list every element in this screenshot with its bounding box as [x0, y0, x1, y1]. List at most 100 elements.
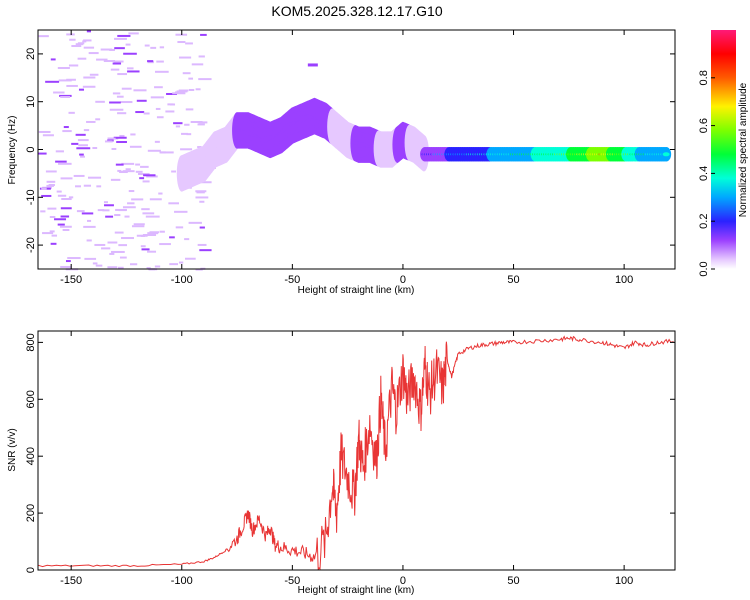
noise-cell — [96, 185, 102, 188]
noise-cell — [195, 196, 209, 199]
noise-cell — [104, 204, 114, 207]
noise-cell — [103, 60, 116, 63]
noise-cell — [131, 225, 145, 228]
noise-cell — [96, 58, 108, 61]
noise-cell — [66, 33, 75, 36]
snr-series-line — [37, 335, 674, 571]
noise-cell — [46, 184, 54, 187]
noise-cell — [175, 226, 184, 229]
noise-cell — [88, 52, 99, 55]
noise-cell — [127, 70, 140, 73]
noise-cell — [125, 168, 131, 171]
noise-cell — [197, 243, 207, 246]
noise-cell — [68, 196, 74, 199]
x-tick-label: -150 — [60, 575, 82, 587]
noise-cell — [156, 116, 164, 119]
noise-cell — [77, 139, 89, 142]
noise-cell — [111, 147, 117, 150]
noise-cell — [51, 234, 58, 237]
noise-cell — [59, 94, 72, 97]
noise-cell — [119, 171, 128, 174]
spectrogram-x-axis-label: Height of straight line (km) — [298, 285, 415, 296]
noise-cell — [47, 207, 57, 210]
noise-cell — [88, 176, 102, 179]
noise-cell — [75, 185, 81, 188]
snr-x-ticks: -150 -100 -50 0 50 100 — [60, 331, 633, 587]
noise-cell — [154, 86, 163, 89]
noise-cell — [114, 47, 125, 50]
noise-cell — [186, 133, 192, 136]
noise-cell — [60, 265, 72, 268]
noise-cell — [38, 130, 51, 133]
noise-cell — [190, 121, 203, 124]
colorbar-tick-label: 0.0 — [698, 261, 710, 276]
noise-cell — [123, 52, 137, 55]
noise-cell — [120, 101, 133, 104]
noise-cell — [62, 228, 70, 231]
noise-cell — [135, 170, 143, 173]
noise-cell — [199, 226, 205, 229]
spectrogram-y-axis-label: Frequency (Hz) — [7, 116, 18, 185]
noise-cell — [86, 120, 96, 123]
y-tick-label: 0 — [25, 146, 37, 152]
noise-cell — [170, 103, 176, 106]
figure-title: KOM5.2025.328.12.17.G10 — [271, 3, 442, 19]
noise-cell — [109, 101, 121, 104]
noise-cell — [179, 56, 192, 59]
noise-cell — [104, 140, 113, 143]
snr-panel: -150 -100 -50 0 50 100 0 200 400 600 800 Height o… — [7, 330, 676, 596]
noise-cell — [58, 79, 72, 82]
noise-cell — [131, 198, 144, 201]
noise-cell — [176, 90, 188, 93]
noise-cell — [195, 88, 201, 91]
noise-cell — [67, 257, 81, 260]
y-tick-label: -20 — [25, 237, 37, 253]
noise-cell — [133, 89, 147, 92]
noise-cell — [60, 207, 72, 210]
noise-cell — [127, 202, 135, 205]
noise-cell — [140, 234, 146, 237]
noise-cell — [175, 125, 181, 128]
noise-cell — [121, 237, 134, 240]
x-tick-label: -50 — [284, 575, 300, 587]
noise-cell — [116, 95, 124, 98]
snr-y-ticks: 0 200 400 600 800 — [25, 333, 675, 573]
noise-cell — [185, 108, 194, 111]
noise-cell — [61, 198, 72, 201]
y-tick-label: 600 — [25, 390, 37, 408]
noise-cell — [78, 144, 88, 147]
noise-cell — [107, 266, 118, 269]
x-tick-label: -100 — [171, 274, 193, 286]
noise-cell — [160, 151, 174, 154]
noise-cell — [95, 264, 103, 267]
snr-x-axis-label: Height of straight line (km) — [298, 585, 415, 596]
colorbar-gradient — [711, 30, 736, 269]
noise-cell — [92, 262, 98, 265]
noise-cell — [45, 80, 60, 83]
snr-y-axis-label: SNR (v/v) — [7, 428, 18, 471]
noise-cell — [196, 191, 205, 194]
x-tick-label: 50 — [507, 274, 519, 286]
noise-cell — [156, 60, 164, 63]
noise-cell — [198, 55, 205, 58]
noise-cell — [115, 163, 124, 166]
noise-cell — [114, 231, 124, 234]
noise-cell — [41, 187, 47, 190]
noise-cell — [111, 137, 116, 140]
noise-cell — [128, 190, 135, 193]
noise-cell — [146, 175, 158, 178]
noise-cell — [82, 85, 96, 88]
noise-cell — [200, 181, 212, 184]
noise-cell — [159, 243, 171, 246]
noise-cell — [195, 268, 203, 271]
noise-cell — [141, 208, 150, 211]
noise-cell — [149, 198, 162, 201]
noise-cell — [114, 214, 121, 217]
noise-cell — [199, 249, 212, 252]
noise-cell — [122, 170, 135, 173]
noise-cell — [95, 118, 101, 121]
noise-cell — [68, 64, 79, 67]
noise-cell — [73, 174, 85, 177]
noise-cell — [112, 62, 122, 65]
noise-cell — [57, 67, 70, 70]
